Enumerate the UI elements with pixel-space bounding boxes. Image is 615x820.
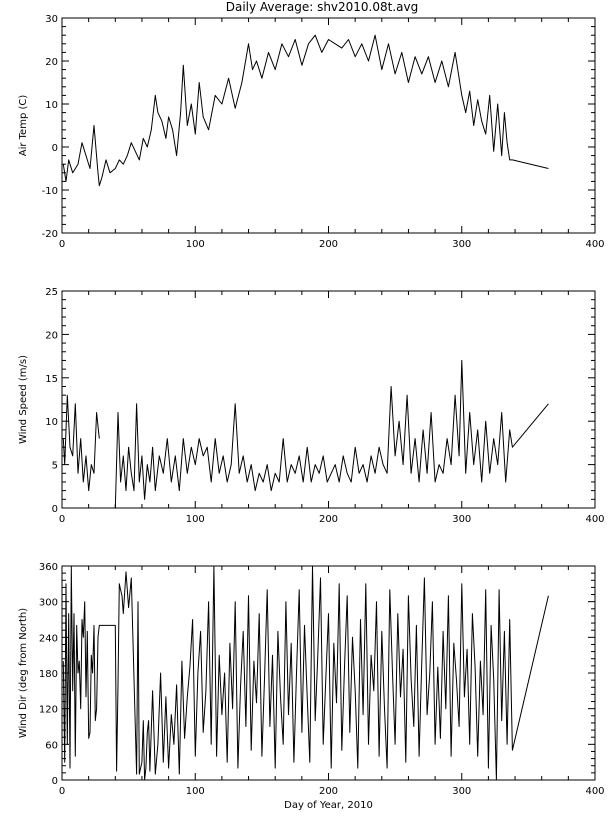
air-temp-panel: 0 100 200 300 400 -20 -10 0 10 20 30 Air Temp (C) <box>18 14 605 250</box>
y-tick-label: 180 <box>39 669 58 680</box>
y-tick-label: 10 <box>45 417 58 428</box>
y-tick-label: 240 <box>39 633 58 644</box>
wind-dir-y-axis-label: Wind Dir (deg from North) <box>18 608 29 738</box>
x-axis-label: Day of Year, 2010 <box>284 800 373 811</box>
y-tick-label: 25 <box>45 287 58 298</box>
wind-speed-plot-frame <box>61 290 596 509</box>
chart-title: Daily Average: shv2010.08t.avg <box>226 0 419 14</box>
y-tick-label: 20 <box>45 57 58 68</box>
y-tick-label: 10 <box>45 100 58 111</box>
y-tick-label: -20 <box>42 229 58 240</box>
wind-speed-series-line-2 <box>114 359 549 509</box>
air-temp-plot-frame <box>61 17 596 234</box>
y-tick-label: 120 <box>39 705 58 716</box>
air-temp-series-line-1 <box>62 34 549 187</box>
y-tick-label: 60 <box>45 740 58 751</box>
x-tick-label: 300 <box>452 239 471 250</box>
y-tick-label: 30 <box>45 14 58 25</box>
x-tick-label: 100 <box>186 786 205 797</box>
wind-speed-series-line-1 <box>62 394 100 492</box>
x-tick-label: 300 <box>452 514 471 525</box>
x-tick-label: 400 <box>585 786 604 797</box>
y-tick-label: 15 <box>45 374 58 385</box>
x-tick-label: 200 <box>319 786 338 797</box>
x-tick-label: 100 <box>186 239 205 250</box>
y-tick-label: 20 <box>45 330 58 341</box>
y-tick-label: -10 <box>42 186 58 197</box>
wind-dir-panel: 0 100 200 300 400 0 60 120 180 240 300 360 Wind Dir … <box>18 562 605 811</box>
y-tick-label: 360 <box>39 562 58 573</box>
x-tick-label: 300 <box>452 786 471 797</box>
x-tick-label: 0 <box>59 786 65 797</box>
y-tick-label: 0 <box>52 504 58 515</box>
x-tick-label: 400 <box>585 239 604 250</box>
wind-dir-series-line-1 <box>62 565 549 781</box>
x-tick-label: 100 <box>186 514 205 525</box>
y-tick-label: 0 <box>52 776 58 787</box>
x-tick-label: 0 <box>59 239 65 250</box>
x-tick-label: 0 <box>59 514 65 525</box>
x-tick-label: 400 <box>585 514 604 525</box>
air-temp-y-axis-label: Air Temp (C) <box>18 95 29 157</box>
x-tick-label: 200 <box>319 239 338 250</box>
wind-speed-panel: 0 100 200 300 400 0 5 10 15 20 25 Wind Speed (m/s) <box>18 287 605 525</box>
y-tick-label: 5 <box>52 461 58 472</box>
wind-speed-y-axis-label: Wind Speed (m/s) <box>18 355 29 444</box>
y-tick-label: 300 <box>39 598 58 609</box>
x-tick-label: 200 <box>319 514 338 525</box>
y-tick-label: 0 <box>52 143 58 154</box>
